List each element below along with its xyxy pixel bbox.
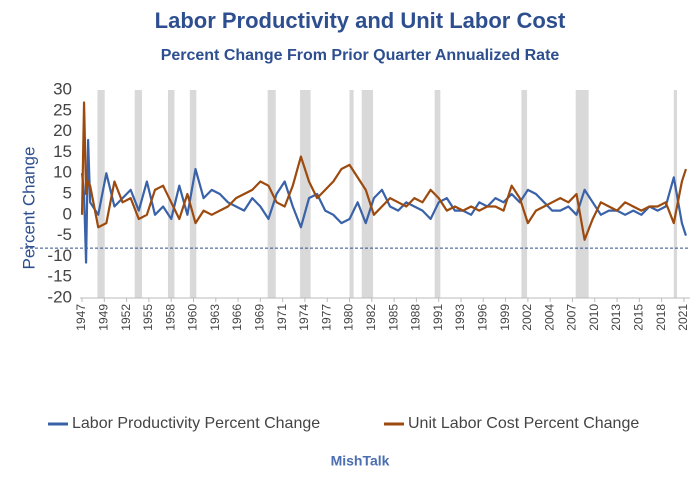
y-tick-label: -15 — [47, 267, 72, 286]
x-tick-label: 2010 — [587, 304, 601, 331]
y-tick-label: 25 — [53, 100, 72, 119]
x-tick-label: 1952 — [119, 304, 133, 331]
recession-band — [134, 90, 143, 298]
recession-band — [189, 90, 197, 298]
y-tick-label: 20 — [53, 121, 72, 140]
y-tick-label: 0 — [63, 204, 72, 223]
recession-band — [300, 90, 311, 298]
y-tick-label: -20 — [47, 287, 72, 306]
y-tick-label: -10 — [47, 246, 72, 265]
x-tick-label: 2018 — [654, 304, 668, 331]
x-tick-label: 1988 — [409, 304, 423, 331]
chart-subtitle: Percent Change From Prior Quarter Annual… — [161, 47, 560, 64]
recession-band — [349, 90, 354, 298]
x-tick-label: 1974 — [297, 304, 311, 331]
x-tick-label: 1985 — [386, 304, 400, 331]
x-tick-label: 2007 — [565, 304, 579, 331]
recession-band — [97, 90, 105, 298]
x-tick-label: 1993 — [453, 304, 467, 331]
recession-band — [167, 90, 175, 298]
x-tick-label: 1955 — [141, 304, 155, 331]
x-tick-label: 1971 — [275, 304, 289, 331]
x-tick-label: 2015 — [632, 304, 646, 331]
x-tick-label: 1969 — [253, 304, 267, 331]
x-tick-label: 2013 — [609, 304, 623, 331]
recession-band — [673, 90, 678, 298]
y-tick-label: 5 — [63, 183, 72, 202]
y-tick-label: 15 — [53, 142, 72, 161]
recession-band — [434, 90, 441, 298]
x-tick-label: 1982 — [364, 304, 378, 331]
x-tick-label: 1949 — [96, 304, 110, 331]
x-tick-label: 1966 — [230, 304, 244, 331]
series-line — [80, 101, 687, 241]
x-tick-label: 1963 — [208, 304, 222, 331]
y-axis-label: Percent Change — [19, 147, 38, 270]
x-tick-label: 2021 — [676, 304, 690, 331]
legend-label: Labor Productivity Percent Change — [72, 415, 320, 432]
chart-title: Labor Productivity and Unit Labor Cost — [155, 8, 566, 33]
legend-label: Unit Labor Cost Percent Change — [408, 415, 639, 432]
y-tick-label: 10 — [53, 163, 72, 182]
x-tick-label: 1977 — [319, 304, 333, 331]
x-tick-label: 1991 — [431, 304, 445, 331]
x-tick-label: 2002 — [520, 304, 534, 331]
y-tick-label: 30 — [53, 79, 72, 98]
x-tick-label: 1960 — [186, 304, 200, 331]
x-tick-label: 1958 — [163, 304, 177, 331]
x-tick-label: 1996 — [475, 304, 489, 331]
source-label: MishTalk — [331, 453, 390, 469]
x-tick-label: 2004 — [542, 304, 556, 331]
y-tick-label: -5 — [57, 225, 72, 244]
series-line — [80, 138, 687, 264]
x-tick-label: 1947 — [74, 304, 88, 331]
x-tick-label: 1999 — [498, 304, 512, 331]
x-tick-label: 1980 — [342, 304, 356, 331]
